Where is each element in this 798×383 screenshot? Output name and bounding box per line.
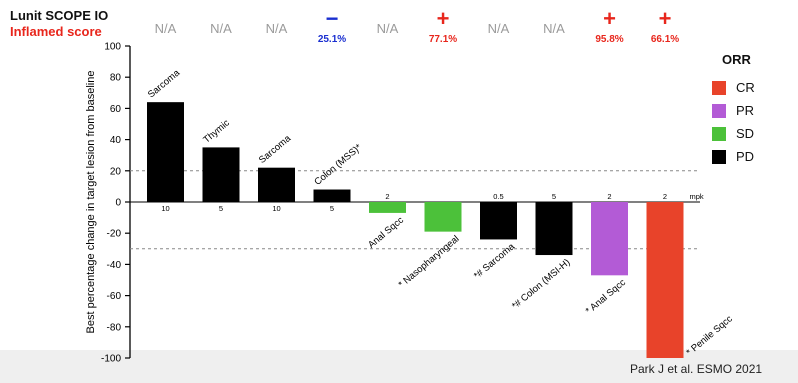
dose-label: 5 [552,192,556,201]
legend-swatch-cr [712,81,726,95]
dose-label: 2 [607,192,611,201]
bar [147,102,184,202]
category-label: * Anal Sqcc [584,277,628,317]
legend-swatch-pr [712,104,726,118]
score-value: 66.1% [651,34,679,45]
score-value: 95.8% [595,34,623,45]
bar [313,189,351,202]
y-tick-label: 80 [110,73,122,84]
score-sign: + [603,6,616,31]
legend-label-pr: PR [736,103,755,118]
category-label: Anal Sqcc [366,215,406,251]
category-label: * Nasopharyngeal [396,234,461,291]
y-tick-label: -20 [107,229,122,240]
legend-label-cr: CR [736,80,755,95]
legend-swatch-sd [712,127,726,141]
dose-label: 5 [330,204,334,213]
category-label: Colon (MSS)* [312,142,364,188]
dose-label: 10 [272,204,280,213]
y-tick-label: 40 [110,135,122,146]
header-subtitle: Inflamed score [10,24,102,39]
dose-label: 5 [219,204,223,213]
score-value: N/A [377,21,399,36]
dose-unit-label: mpk [690,192,704,201]
score-value: N/A [155,21,177,36]
legend-label-pd: PD [736,149,755,164]
y-tick-label: -60 [107,291,122,302]
category-label: *# Colon (MSI-H) [510,257,572,312]
dose-label: 10 [161,204,169,213]
category-label: * Penile Sqcc [684,313,735,358]
dose-label: 0.5 [493,192,503,201]
header-title: Lunit SCOPE IO [10,8,109,23]
y-tick-label: -100 [101,354,121,365]
category-label: Thymic [201,117,232,145]
score-sign: + [659,6,672,31]
y-tick-label: 0 [115,198,121,209]
category-label: Sarcoma [146,67,183,100]
bar [369,202,406,213]
y-tick-label: 20 [110,166,122,177]
y-axis-label: Best percentage change in target lesion … [85,71,97,334]
score-value: 77.1% [429,34,457,45]
bar [591,202,628,276]
score-sign: + [437,6,450,31]
citation: Park J et al. ESMO 2021 [630,362,763,376]
y-tick-label: -80 [107,322,122,333]
score-value: N/A [210,21,232,36]
score-value: N/A [266,21,288,36]
score-sign: − [326,6,339,31]
bar [424,202,462,232]
y-tick-label: 100 [104,42,121,53]
legend-title: ORR [722,52,751,67]
bar [202,147,240,202]
legend-swatch-pd [712,150,726,164]
dose-label: 2 [385,192,389,201]
score-value: N/A [543,21,565,36]
bar [646,202,684,358]
y-tick-label: -40 [107,260,122,271]
bar [258,167,295,202]
category-label: *# Sarcoma [472,241,518,282]
dose-label: 2 [663,192,667,201]
legend-label-sd: SD [736,126,755,141]
y-tick-label: 60 [110,104,122,115]
score-value: 25.1% [318,34,346,45]
bar [535,202,573,256]
bar [480,202,517,240]
category-label: Sarcoma [257,133,294,166]
score-value: N/A [488,21,510,36]
